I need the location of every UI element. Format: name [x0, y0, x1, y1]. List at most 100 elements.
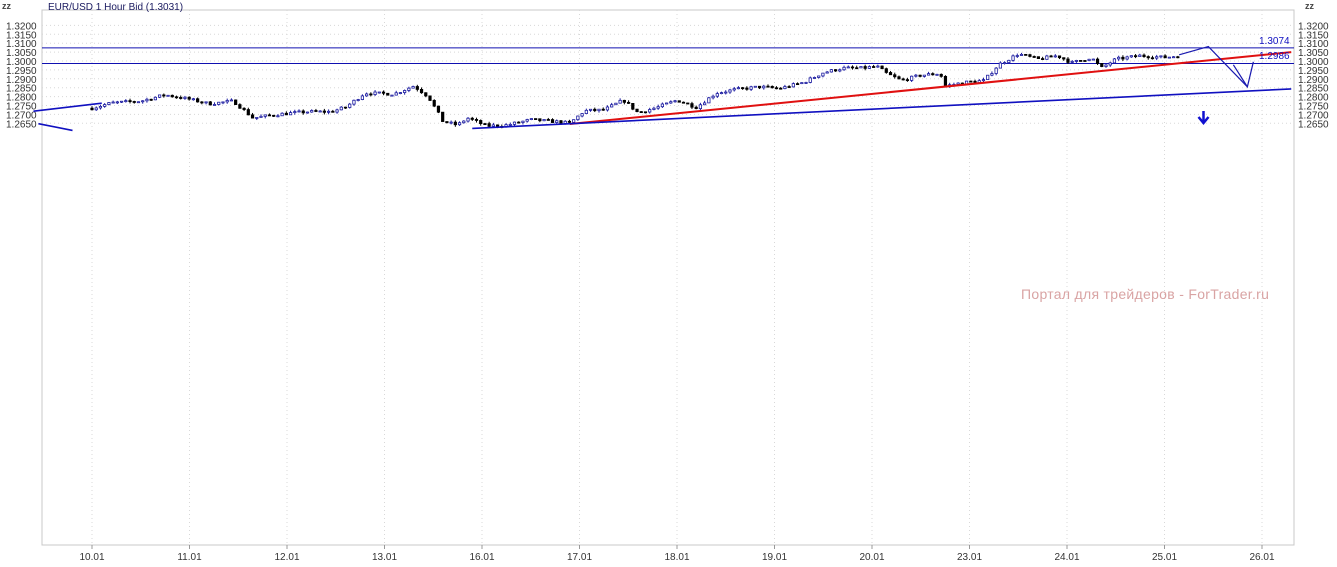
candle-body: [779, 87, 783, 90]
x-tick-label: 11.01: [177, 552, 202, 563]
candle-body: [850, 66, 855, 69]
candle-body: [572, 119, 576, 123]
candle-body: [829, 69, 833, 73]
candle-body: [588, 108, 593, 111]
y-tick-label: 1.3100: [6, 39, 37, 50]
candle-body: [474, 119, 479, 121]
candle-body: [487, 123, 491, 127]
candle-body: [728, 89, 732, 93]
candle-body: [1095, 58, 1100, 64]
candle-body: [914, 74, 918, 77]
x-tick-label: 10.01: [79, 552, 104, 563]
candle-body: [225, 100, 229, 103]
horizontal-levels: [42, 47, 1294, 64]
candle-body: [369, 93, 373, 96]
candle-body: [453, 121, 457, 126]
candle-body: [1138, 54, 1142, 57]
candle-body: [132, 101, 136, 103]
candle-body: [179, 97, 183, 99]
candle-body: [196, 98, 200, 103]
candle-body: [462, 120, 466, 124]
candle-body: [162, 94, 166, 97]
candle-body: [360, 95, 365, 100]
candle-body: [1108, 62, 1112, 66]
candle-body: [124, 100, 128, 103]
grid-lines: [41, 9, 1295, 549]
candle-body: [314, 110, 318, 112]
candle-body: [208, 101, 212, 106]
candle-body: [1146, 56, 1150, 59]
zz-icon-right[interactable]: zz: [1305, 1, 1314, 11]
candle-body: [631, 103, 635, 110]
candle-body: [411, 86, 415, 89]
candle-body: [741, 87, 745, 90]
y-tick-label: 1.3150: [1298, 30, 1329, 41]
candle-body: [529, 118, 534, 120]
candle-body: [348, 103, 352, 108]
candle-body: [326, 110, 331, 113]
candle-body: [517, 121, 521, 124]
candle-body: [855, 67, 859, 70]
x-tick-label: 23.01: [957, 552, 982, 563]
candle-body: [732, 88, 736, 91]
candle-body: [618, 99, 622, 104]
candle-body: [153, 96, 157, 101]
candle-body: [1133, 55, 1138, 58]
candle-body: [926, 73, 931, 76]
candle-body: [943, 75, 948, 87]
candle-body: [724, 91, 728, 94]
candle-body: [673, 100, 677, 103]
candle-body: [1142, 54, 1146, 57]
candle-body: [229, 99, 234, 102]
candle-body: [1112, 58, 1117, 64]
candle-body: [783, 86, 787, 90]
candle-body: [1032, 56, 1036, 58]
candle-body: [690, 103, 694, 108]
x-tick-label: 18.01: [664, 552, 689, 563]
candle-body: [918, 74, 922, 77]
y-tick-label: 1.3000: [6, 57, 37, 68]
candle-body: [614, 102, 618, 106]
candle-body: [1003, 62, 1007, 64]
level-label-lower: 1.2986: [1259, 51, 1290, 63]
candle-body: [905, 79, 910, 82]
candle-body: [681, 101, 686, 104]
candle-body: [1079, 60, 1083, 62]
y-tick-label: 1.3200: [1298, 21, 1329, 32]
x-tick-label: 24.01: [1054, 552, 1079, 563]
candle-body: [880, 65, 884, 70]
candle-body: [791, 83, 795, 88]
candle-body: [648, 109, 652, 113]
candle-body: [1129, 55, 1133, 58]
candle-body: [495, 124, 500, 127]
candle-body: [762, 85, 766, 89]
candle-body: [339, 106, 343, 111]
y-tick-label: 1.3150: [6, 30, 37, 41]
watermark: Портал для трейдеров - ForTrader.ru: [1021, 286, 1270, 302]
candle-body: [94, 107, 98, 111]
candle-body: [867, 66, 872, 69]
candle-body: [817, 75, 821, 78]
candle-body: [525, 119, 529, 122]
y-tick-label: 1.2800: [1298, 93, 1329, 104]
y-tick-label: 1.2850: [6, 84, 37, 95]
zz-icon-left[interactable]: zz: [2, 1, 11, 11]
candle-body: [183, 96, 187, 99]
candle-body: [990, 73, 994, 76]
candle-body: [191, 98, 195, 101]
candle-body: [1176, 56, 1180, 59]
candle-body: [204, 101, 208, 104]
candle-body: [407, 87, 411, 91]
candle-body: [1024, 53, 1028, 56]
candle-body: [922, 74, 926, 77]
candle-body: [593, 108, 597, 112]
candle-body: [1049, 55, 1053, 58]
candle-body: [1125, 56, 1129, 60]
candle-body: [508, 124, 512, 126]
level-label-upper: 1.3074: [1259, 35, 1290, 47]
candle-body: [736, 87, 741, 90]
candle-body: [808, 77, 812, 83]
candle-body: [1015, 55, 1019, 57]
y-tick-label: 1.2850: [1298, 84, 1329, 95]
